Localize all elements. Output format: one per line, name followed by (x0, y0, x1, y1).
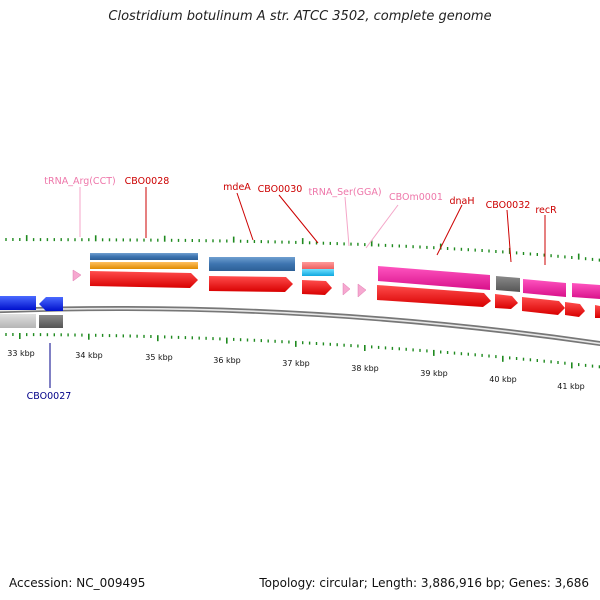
scale-label-34kbp: 34 kbp (75, 351, 103, 360)
next-cds-arrow-1[interactable] (565, 302, 585, 317)
cbo0027-gray-feature[interactable] (39, 315, 63, 328)
label-dnah[interactable]: dnaH (449, 196, 474, 207)
label-cbo0030[interactable]: CBO0030 (258, 184, 303, 195)
label-cbo0027[interactable]: CBO0027 (27, 391, 72, 402)
label-trna-arg[interactable]: tRNA_Arg(CCT) (44, 176, 115, 187)
scale-label-41kbp: 41 kbp (557, 382, 585, 391)
mdea-blue-feature[interactable] (209, 257, 295, 271)
leader-cbom0001 (365, 204, 399, 249)
minus-blue-arrow-1[interactable] (0, 296, 36, 310)
label-mdea[interactable]: mdeA (223, 182, 251, 193)
topology-text: Topology: circular; Length: 3,886,916 bp… (259, 576, 589, 590)
map-title: Clostridium botulinum A str. ATCC 3502, … (108, 9, 492, 24)
scale-label-39kbp: 39 kbp (420, 369, 448, 378)
cbo0028-orange-feature[interactable] (90, 262, 198, 269)
scale-label-35kbp: 35 kbp (145, 353, 173, 362)
trna-ser-feature[interactable] (342, 282, 351, 296)
next-pink-feature[interactable] (572, 283, 600, 299)
minus-light-feature[interactable] (0, 314, 36, 328)
trna-arg-feature[interactable] (72, 269, 82, 282)
cbo0032-cds-arrow[interactable] (495, 294, 518, 309)
genome-backbone-highlight (0, 307, 600, 345)
leader-cbo0032 (506, 209, 512, 263)
cbo0027-blue-arrow[interactable] (39, 297, 63, 311)
scale-labels: 33 kbp 34 kbp 35 kbp 36 kbp 37 kbp 38 kb… (7, 349, 585, 391)
cbo0030-cds-arrow[interactable] (302, 280, 332, 295)
inner-tick-ring (5, 333, 600, 369)
next-cds-arrow-2[interactable] (595, 305, 600, 318)
leader-mdea (236, 192, 254, 241)
feature-labels: tRNA_Arg(CCT) CBO0028 mdeA CBO0030 tRNA_… (27, 176, 557, 402)
scale-label-37kbp: 37 kbp (282, 359, 310, 368)
cbo0028-cds-arrow[interactable] (90, 271, 198, 288)
scale-label-33kbp: 33 kbp (7, 349, 35, 358)
recr-pink-feature[interactable] (523, 279, 566, 297)
leader-trna-ser (344, 196, 350, 247)
scale-label-38kbp: 38 kbp (351, 364, 379, 373)
mdea-cds-arrow[interactable] (209, 276, 293, 292)
cbom0001-feature[interactable] (357, 283, 367, 298)
leader-cbo0030 (278, 194, 319, 244)
label-recr[interactable]: recR (535, 205, 557, 216)
label-cbo0032[interactable]: CBO0032 (486, 200, 531, 211)
leader-dnah (436, 204, 463, 256)
feature-track-plus (72, 253, 600, 318)
label-leaders (49, 187, 546, 388)
scale-label-40kbp: 40 kbp (489, 375, 517, 384)
cbo0028-blue-feature[interactable] (90, 253, 198, 260)
label-trna-ser[interactable]: tRNA_Ser(GGA) (308, 187, 381, 198)
scale-label-36kbp: 36 kbp (213, 356, 241, 365)
cbo0030-salmon-feature[interactable] (302, 262, 334, 269)
outer-tick-ring (5, 235, 600, 262)
label-cbom0001[interactable]: CBOm0001 (389, 192, 443, 203)
feature-track-minus (0, 296, 63, 328)
dnah-cds-arrow[interactable] (377, 285, 491, 307)
cbo0032-gray-feature[interactable] (496, 276, 520, 292)
cbo0030-cyan-feature[interactable] (302, 269, 334, 276)
dnah-pink-feature[interactable] (378, 266, 490, 290)
recr-cds-arrow[interactable] (522, 297, 565, 315)
label-cbo0028[interactable]: CBO0028 (125, 176, 170, 187)
accession-text: Accession: NC_009495 (9, 576, 146, 590)
